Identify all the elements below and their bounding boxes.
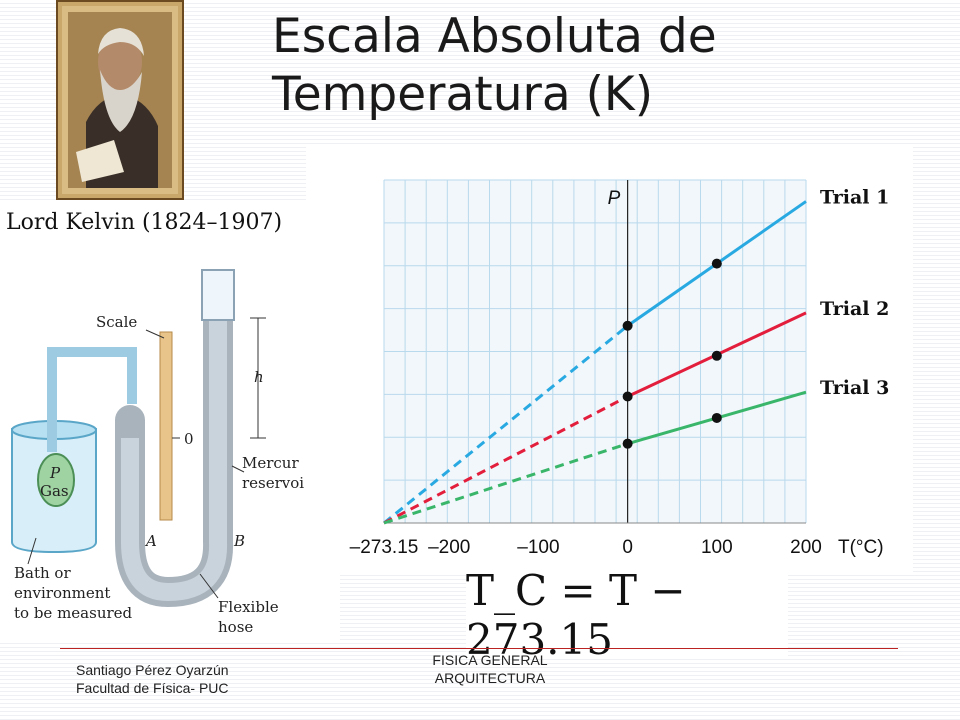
label-gas: Gas — [40, 482, 69, 500]
series-extrapolation-2 — [383, 395, 629, 525]
gas-thermometer-drawing: Scale h 0 Mercur reservoi P Gas A B Bath… — [11, 269, 304, 636]
x-tick-label: 0 — [622, 537, 633, 558]
title-line-2: Temperatura (K) — [272, 67, 654, 122]
label-zero: 0 — [184, 430, 194, 448]
footer-rule — [60, 648, 898, 649]
conversion-formula: T_C = T − 273.15 — [466, 566, 788, 664]
label-bath-1: Bath or — [14, 564, 71, 582]
pressure-temperature-chart: Trial 1 Trial 2 Trial 3 –273.15 –200 –100 0 10… — [306, 145, 913, 573]
label-h: h — [254, 368, 264, 386]
label-bath-2: environment — [14, 584, 110, 602]
slide-title: Escala Absoluta de Temperatura (K) — [272, 8, 952, 124]
portrait-drawing — [62, 6, 178, 194]
y-axis-label: P — [608, 188, 621, 209]
footer-course-block: FISICA GENERAL ARQUITECTURA — [400, 651, 580, 687]
label-b: B — [233, 532, 245, 550]
data-point-trial-3-2 — [711, 412, 722, 423]
footer-author-block: Santiago Pérez Oyarzún Facultad de Físic… — [76, 661, 229, 697]
gas-thermometer-diagram: Scale h 0 Mercur reservoi P Gas A B Bath… — [0, 252, 340, 640]
label-scale: Scale — [96, 313, 137, 331]
x-tick-label: –200 — [428, 537, 470, 558]
chart-series: Trial 1 Trial 2 Trial 3 — [383, 186, 889, 525]
data-point-trial-3-1 — [622, 438, 633, 449]
x-tick-labels: –273.15 –200 –100 0 100 200 — [350, 537, 822, 558]
label-hose-2: hose — [218, 618, 253, 636]
footer-faculty: Facultad de Física- PUC — [76, 680, 229, 696]
data-point-trial-2-1 — [622, 391, 633, 402]
data-point-trial-2-2 — [711, 350, 722, 361]
data-point-trial-1-2 — [711, 258, 722, 269]
chart-svg: Trial 1 Trial 2 Trial 3 –273.15 –200 –100 0 10… — [350, 179, 889, 558]
label-mercury-2: reservoi — [242, 474, 304, 492]
label-p: P — [49, 464, 61, 482]
series-label-trial-1: Trial 1 — [820, 186, 889, 208]
series-label-trial-3: Trial 3 — [820, 377, 889, 399]
x-tick-label: –273.15 — [350, 537, 419, 558]
label-hose-1: Flexible — [218, 598, 279, 616]
series-label-trial-2: Trial 2 — [820, 298, 889, 320]
series-extrapolation-3 — [383, 442, 629, 525]
footer-course-2: ARQUITECTURA — [434, 670, 546, 686]
x-tick-label: 100 — [701, 537, 733, 558]
lord-kelvin-portrait — [56, 0, 184, 200]
portrait-caption: Lord Kelvin (1824–1907) — [6, 210, 283, 235]
chart-grid — [383, 179, 807, 524]
series-extrapolation-1 — [383, 324, 629, 525]
x-axis-label: T(°C) — [838, 537, 884, 558]
label-mercury-1: Mercur — [242, 454, 299, 472]
label-a: A — [144, 532, 157, 550]
x-tick-label: 200 — [790, 537, 822, 558]
label-bath-3: to be measured — [14, 604, 133, 622]
data-point-trial-1-1 — [622, 320, 633, 331]
formula-text: T_C = T − 273.15 — [466, 566, 686, 664]
title-line-1: Escala Absoluta de — [272, 9, 717, 64]
portrait-caption-panel: Lord Kelvin (1824–1907) — [0, 200, 306, 252]
footer-author: Santiago Pérez Oyarzún — [76, 662, 229, 678]
x-tick-label: –100 — [517, 537, 559, 558]
footer-course-1: FISICA GENERAL — [432, 652, 548, 668]
